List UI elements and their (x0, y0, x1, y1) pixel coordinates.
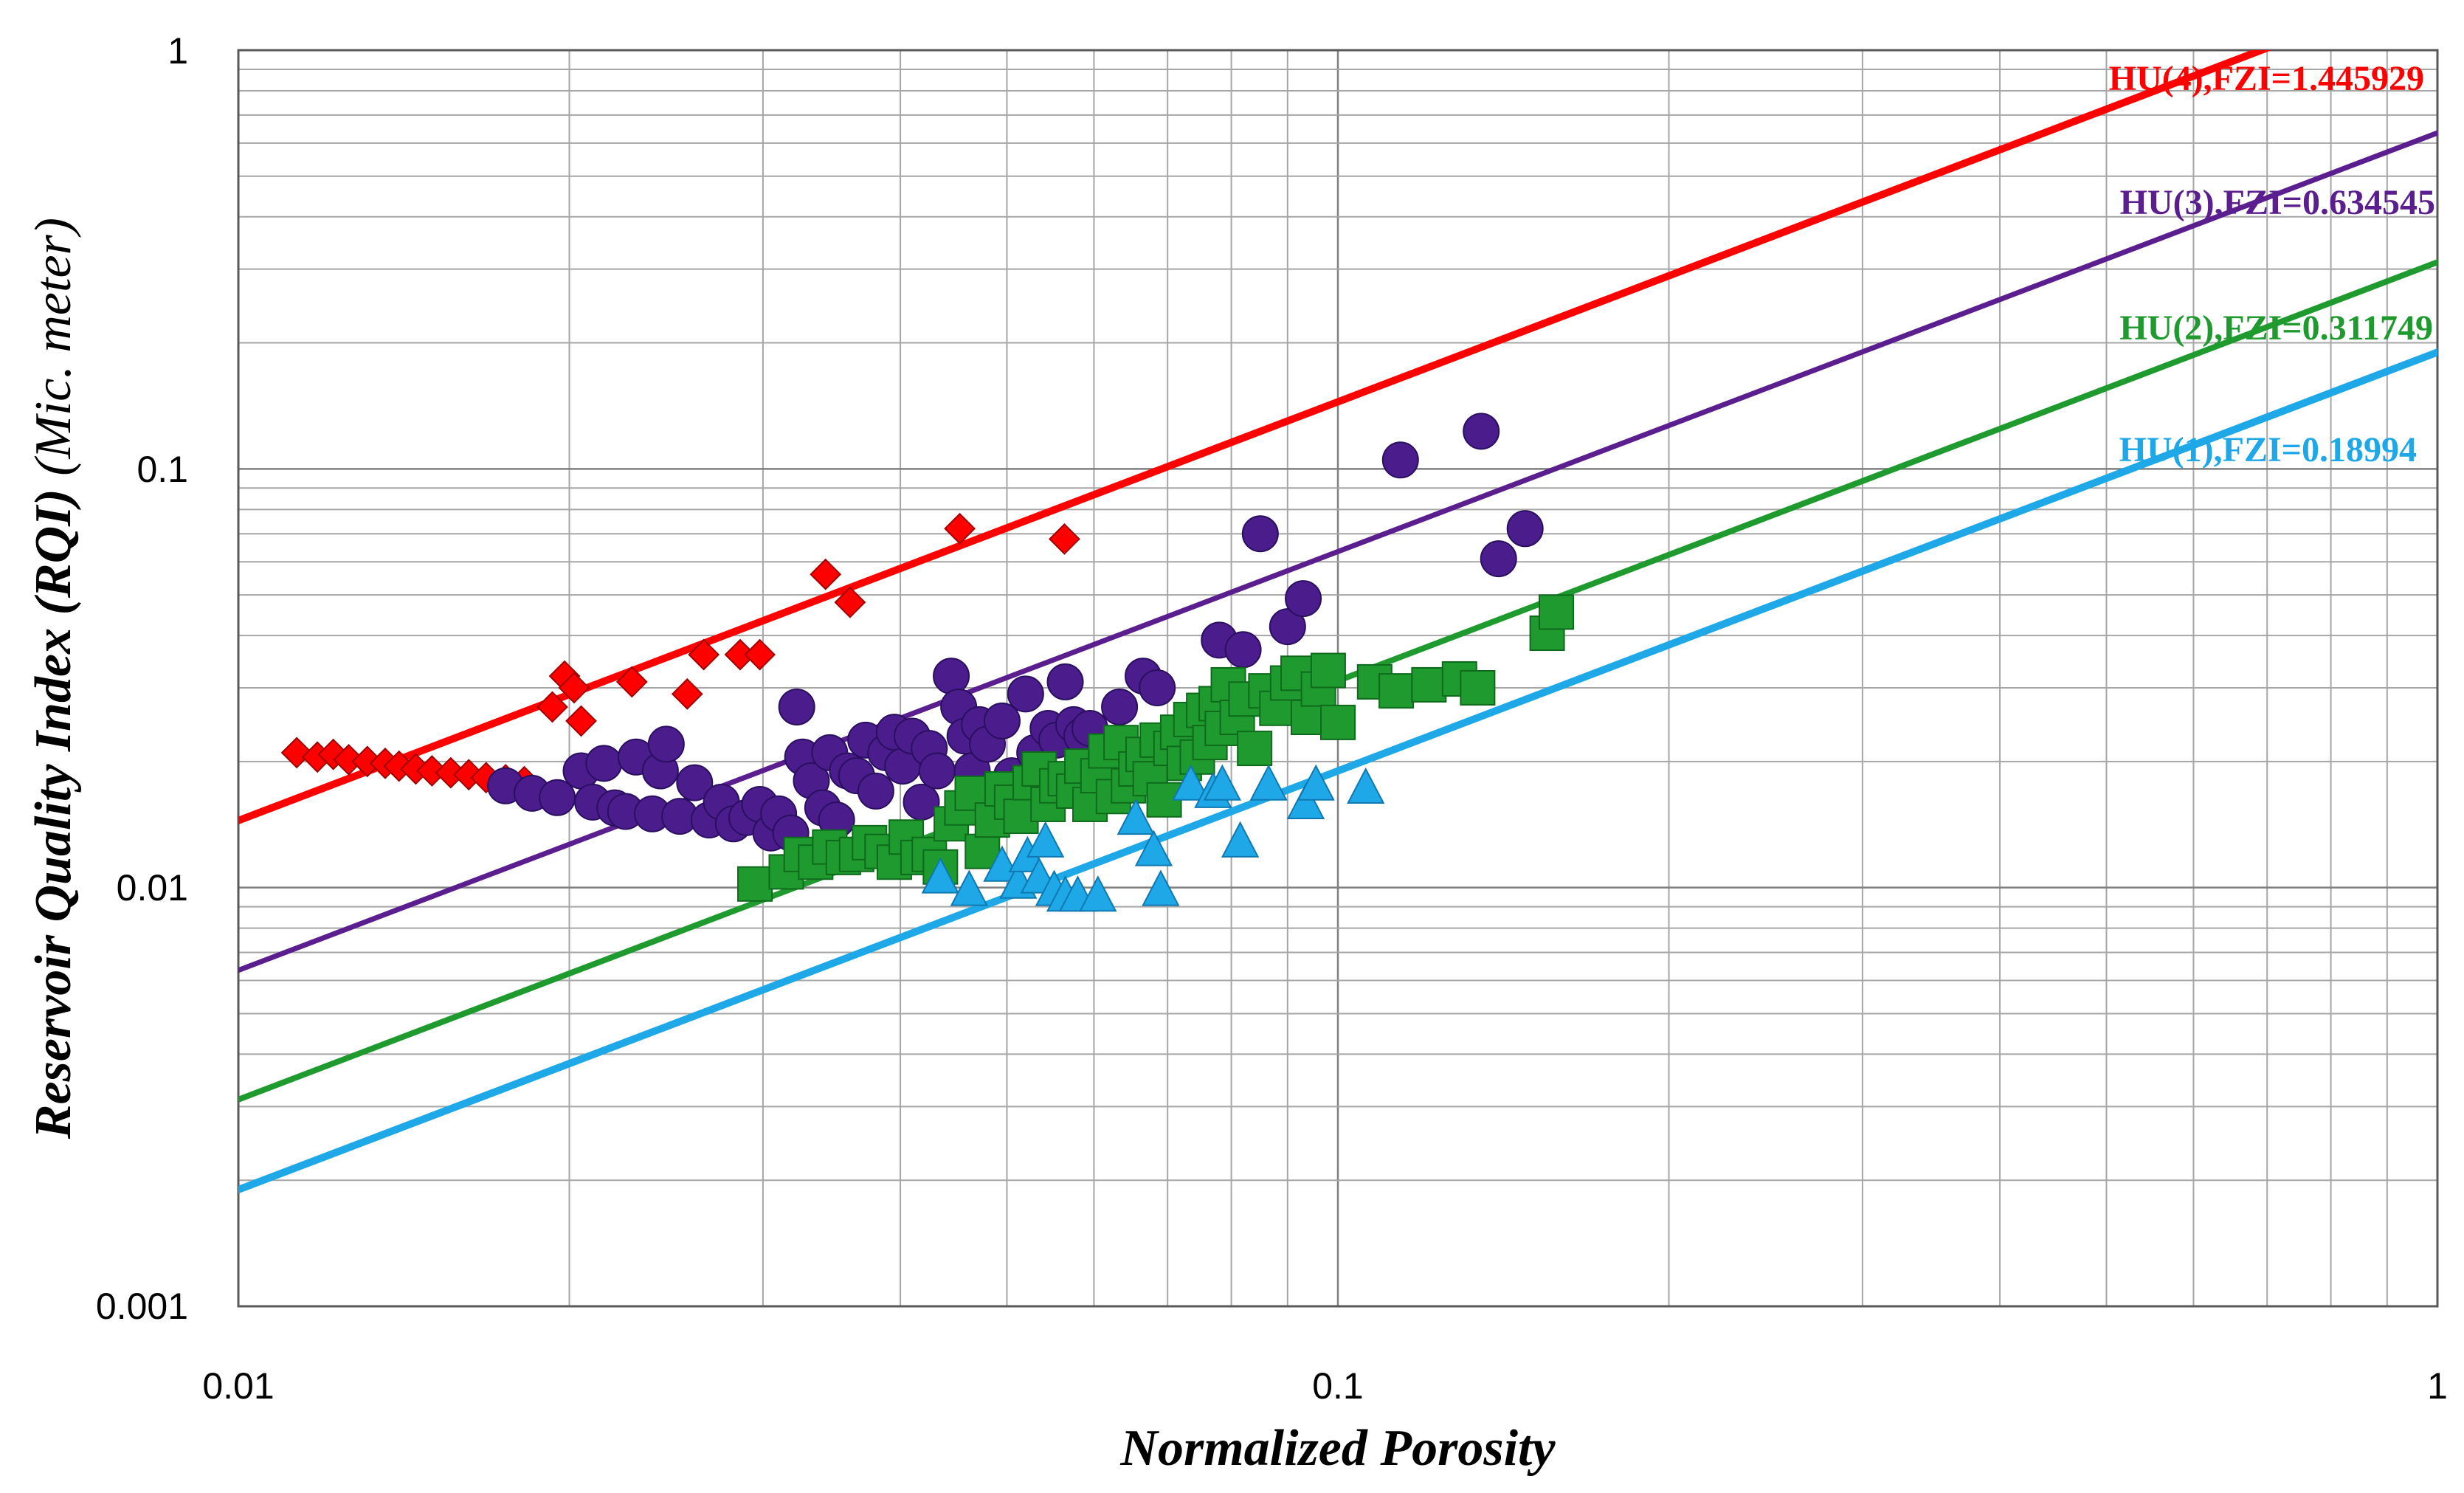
y-axis-title-unit: (Mic. meter) (25, 218, 82, 476)
hu3-circle-point (857, 772, 894, 810)
hu3-circle-point (1506, 510, 1544, 548)
hu1-triangle-point (1117, 798, 1155, 835)
hu4-diamond-point (615, 666, 648, 698)
y-tick-label-1: 0.01 (117, 867, 188, 908)
hu4-diamond-point (280, 737, 313, 769)
hu3-circle-point (585, 745, 623, 782)
hu2-square-point (1538, 594, 1574, 630)
hu3-circle-point (647, 725, 685, 763)
hu2-square-point (737, 866, 773, 902)
y-tick-labels: 0.001 0.01 0.1 1 (96, 30, 188, 1327)
hu1-triangle-point (983, 845, 1021, 882)
hu1-triangle-point (1172, 764, 1210, 801)
hu3-circle-point (1139, 669, 1176, 706)
hu1-triangle-point (1297, 764, 1335, 801)
hu4-diamond-point (688, 638, 720, 671)
data-points (280, 413, 1574, 912)
y-axis-title-main: Reservoir Quality Index (RQI) (25, 489, 82, 1139)
hu2-square-point (1237, 731, 1273, 767)
hu1-triangle-point (1203, 764, 1242, 801)
hu4-diamond-point (671, 677, 703, 710)
hu1-triangle-point (1221, 821, 1260, 858)
hu3-circle-point (1101, 688, 1139, 725)
hu1-triangle-point (1079, 875, 1117, 912)
hu4-diamond-point (565, 705, 597, 737)
fzi-line-hu3 (238, 130, 2437, 973)
fzi-line-labels: HU(4),FZI=1.445929 HU(3),FZI=0.634545 HU… (2109, 59, 2435, 469)
fzi-line-hu4 (238, 50, 2272, 824)
hu4-diamond-point (536, 691, 568, 723)
hu1-triangle-point (1286, 782, 1325, 819)
x-axis-title: Normalized Porosity (1119, 1420, 1556, 1477)
hu1-triangle-point (921, 857, 959, 894)
x-tick-labels: 0.01 0.1 1 (202, 1365, 2448, 1407)
hu4-diamond-point (1048, 523, 1080, 555)
hu3-circle-point (1224, 631, 1262, 669)
hu4-line-label: HU(4),FZI=1.445929 (2109, 59, 2424, 98)
hu3-circle-point (933, 658, 970, 695)
hu4-diamond-point (810, 558, 842, 590)
hu4-diamond-point (558, 672, 590, 704)
hu3-line-label: HU(3),FZI=0.634545 (2120, 183, 2435, 222)
x-tick-label-2: 1 (2427, 1365, 2448, 1407)
y-tick-label-0: 0.001 (96, 1286, 188, 1327)
hu1-triangle-point (1347, 767, 1385, 804)
hu3-circle-point (1480, 540, 1517, 578)
hu1-triangle-point (1249, 764, 1288, 801)
hu3-circle-point (1241, 515, 1279, 553)
y-tick-label-2: 0.1 (137, 449, 188, 490)
fzi-lines (238, 50, 2437, 1193)
hu3-circle-point (918, 752, 956, 790)
hu3-circle-point (778, 688, 815, 725)
hu3-circle-point (1007, 675, 1044, 713)
x-tick-label-1: 0.1 (1312, 1365, 1364, 1407)
hu3-circle-point (1269, 608, 1306, 646)
y-tick-label-3: 1 (168, 30, 188, 72)
plot-border (237, 49, 2439, 1308)
y-axis-title: Reservoir Quality Index (RQI) (Mic. mete… (25, 218, 82, 1139)
hu1-triangle-point (950, 869, 988, 906)
hu1-triangle-point (1134, 830, 1173, 866)
hu4-diamond-point (834, 586, 866, 618)
hu2-square-point (1411, 666, 1447, 703)
x-tick-label-0: 0.01 (202, 1365, 274, 1407)
hu2-square-point (1320, 704, 1356, 740)
hu2-square-point (1460, 669, 1496, 706)
hu3-circle-point (676, 764, 714, 801)
hu1-triangle-point (1142, 869, 1180, 906)
hu1-line-label: HU(1),FZI=0.18994 (2119, 430, 2417, 469)
fzi-line-hu1 (238, 348, 2437, 1193)
hu1-triangle-point (1026, 821, 1065, 858)
hu3-circle-point (1046, 663, 1084, 700)
hu2-square-point (1310, 652, 1346, 689)
hu2-square-point (1378, 673, 1415, 709)
hu4-diamond-point (744, 638, 776, 671)
hu3-circle-point (1381, 441, 1419, 479)
hu3-circle-point (1285, 580, 1322, 618)
hu2-line-label: HU(2),FZI=0.311749 (2119, 308, 2433, 348)
hu3-circle-point (983, 702, 1021, 739)
hu3-circle-point (1463, 413, 1500, 450)
hu4-diamond-point (944, 512, 976, 545)
grid (238, 50, 2437, 1306)
